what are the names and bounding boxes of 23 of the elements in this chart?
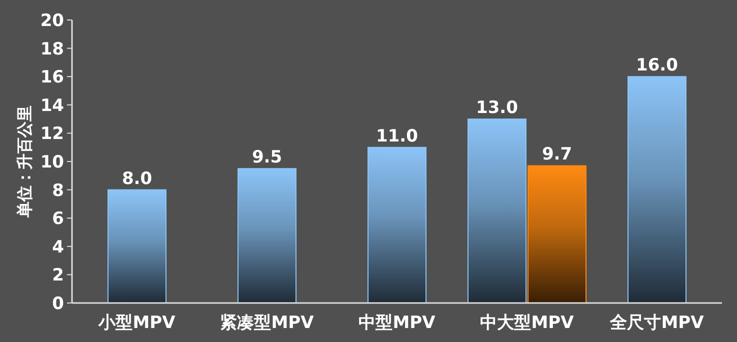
y-tick-label: 6	[52, 209, 64, 230]
x-tick-label: 小型MPV	[98, 313, 176, 333]
y-tick-label: 20	[40, 11, 64, 31]
x-tick-label: 中型MPV	[358, 313, 436, 333]
data-label: 9.5	[252, 148, 282, 168]
data-label: 13.0	[476, 98, 518, 118]
y-tick-label: 10	[40, 152, 64, 172]
y-tick-label: 4	[52, 237, 64, 258]
y-tick-label: 18	[40, 39, 64, 60]
y-tick-label: 0	[52, 294, 64, 314]
data-label: 11.0	[376, 126, 418, 146]
data-label: 8.0	[122, 168, 152, 189]
x-tick-label: 中大型MPV	[480, 313, 575, 333]
y-tick-label: 14	[40, 96, 64, 116]
y-tick-label: 2	[52, 266, 64, 286]
y-tick-label: 8	[52, 180, 64, 201]
x-tick-label: 全尺寸MPV	[609, 313, 705, 333]
data-label: 16.0	[636, 56, 678, 76]
y-tick-label: 16	[40, 68, 64, 88]
y-tick-label: 12	[40, 124, 64, 144]
data-label: 9.7	[542, 144, 572, 165]
x-tick-label: 紧凑型MPV	[220, 313, 315, 333]
y-axis-title: 单位：升百公里	[15, 106, 34, 218]
